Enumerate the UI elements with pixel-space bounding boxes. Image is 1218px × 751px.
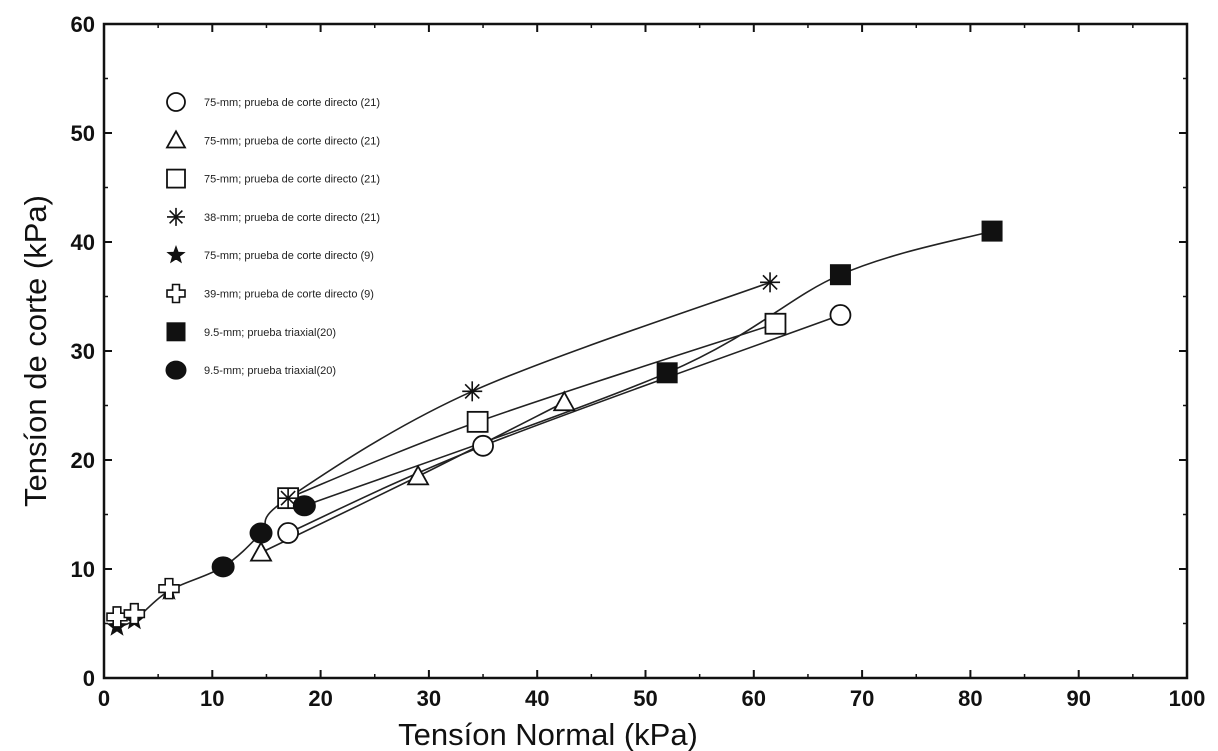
x-tick-label: 40 <box>525 686 549 711</box>
y-tick-label: 0 <box>83 666 95 691</box>
data-point-triangle-open <box>406 464 430 486</box>
x-tick-label: 90 <box>1066 686 1090 711</box>
x-axis-title: Tensíon Normal (kPa) <box>398 717 698 751</box>
legend-marker-asterisk <box>167 207 185 226</box>
y-tick-label: 30 <box>71 339 95 364</box>
data-point-square-filled <box>656 362 678 384</box>
data-point-circle-filled <box>292 495 316 517</box>
legend-label: 38-mm; prueba de corte directo (21) <box>204 212 380 224</box>
y-axis-title: Tensíon de corte (kPa) <box>18 195 53 507</box>
data-point-circle-filled <box>249 522 273 544</box>
data-markers <box>106 220 1003 636</box>
y-tick-label: 50 <box>71 121 95 146</box>
data-point-plus-open <box>106 606 128 628</box>
legend-label: 75-mm; prueba de corte directo (21) <box>204 97 380 109</box>
legend-marker-square-open <box>166 168 186 189</box>
data-point-circle-open <box>829 304 852 326</box>
legend-label: 9.5-mm; prueba triaxial(20) <box>204 327 336 339</box>
legend-marker-triangle-open <box>165 129 187 149</box>
data-point-circle-open <box>472 434 494 457</box>
y-tick-label: 40 <box>71 230 95 255</box>
data-point-plus-open <box>123 602 146 625</box>
legend-marker-circle-open <box>166 92 186 112</box>
x-tick-label: 80 <box>958 686 982 711</box>
x-tick-label: 30 <box>417 686 441 711</box>
legend-label: 9.5-mm; prueba triaxial(20) <box>204 365 336 377</box>
data-point-circle-open <box>277 522 300 544</box>
x-tick-label: 100 <box>1169 686 1206 711</box>
data-point-asterisk <box>462 381 483 402</box>
y-tick-label: 60 <box>71 12 95 37</box>
x-tick-label: 10 <box>200 686 224 711</box>
axis-ticks: 0 10 20 30 40 50 60 70 80 90 100 0 10 20 30 40 50 60 <box>71 12 1206 711</box>
y-tick-label: 20 <box>71 448 95 473</box>
y-tick-label: 10 <box>71 557 95 582</box>
data-point-square-open <box>466 410 489 433</box>
x-tick-label: 60 <box>742 686 766 711</box>
legend-label: 75-mm; prueba de corte directo (9) <box>204 250 374 262</box>
data-point-square-open <box>764 312 787 335</box>
plot-frame <box>102 22 1189 680</box>
data-point-triangle-open <box>249 540 273 562</box>
data-point-plus-open <box>158 577 180 600</box>
x-tick-label: 70 <box>850 686 874 711</box>
data-point-square-filled <box>981 220 1003 242</box>
x-tick-label: 50 <box>633 686 657 711</box>
trend-curve <box>304 230 993 507</box>
legend-marker-plus-open <box>166 283 186 304</box>
trend-curve <box>287 314 841 534</box>
data-point-circle-filled <box>211 556 235 578</box>
data-point-triangle-open <box>552 390 576 412</box>
legend: 75-mm; prueba de corte directo (21) 75-mm… <box>165 92 380 380</box>
trend-curve <box>287 322 776 499</box>
legend-label: 39-mm; prueba de corte directo (9) <box>204 289 374 301</box>
x-tick-label: 0 <box>98 686 110 711</box>
legend-marker-star-filled <box>166 245 186 264</box>
x-tick-label: 20 <box>308 686 332 711</box>
data-point-square-filled <box>829 264 851 286</box>
legend-label: 75-mm; prueba de corte directo (21) <box>204 135 380 147</box>
legend-marker-square-filled <box>166 322 186 342</box>
data-point-asterisk <box>760 272 781 293</box>
legend-marker-circle-filled <box>165 360 187 380</box>
data-point-asterisk <box>278 488 299 509</box>
legend-label: 75-mm; prueba de corte directo (21) <box>204 174 380 186</box>
